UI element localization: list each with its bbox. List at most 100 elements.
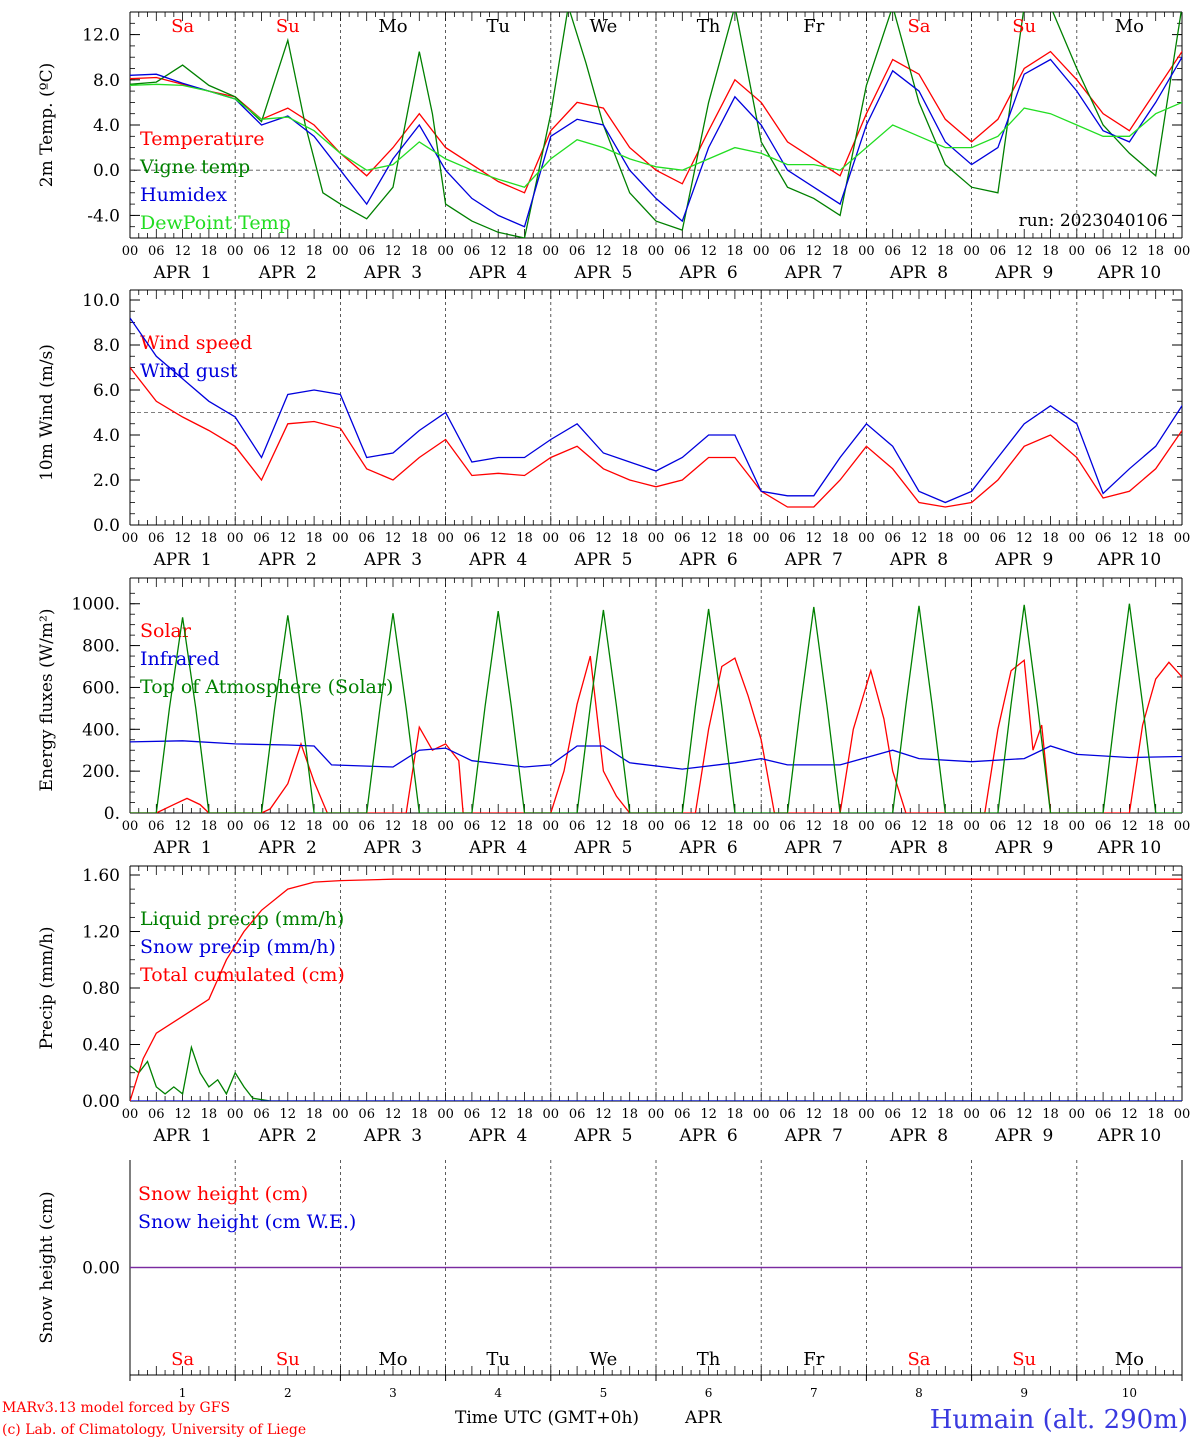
date-label: APR 3 (363, 1126, 422, 1146)
series-line-humidex (130, 56, 1182, 228)
hour-tick-label: 12 (806, 1107, 823, 1122)
hour-tick-label: 12 (911, 531, 928, 546)
hour-tick-label: 00 (332, 531, 349, 546)
legend-entry: Solar (140, 620, 192, 642)
hour-tick-label: 00 (648, 1107, 665, 1122)
station-name: Humain (alt. 290m) (930, 1405, 1188, 1435)
hour-tick-label: 18 (306, 819, 323, 834)
hour-tick-label: 12 (385, 244, 402, 259)
hour-tick-label: 06 (358, 244, 375, 259)
date-label: APR 8 (889, 838, 948, 858)
hour-tick-label: 06 (884, 1107, 901, 1122)
y-tick-label: 0.80 (82, 979, 120, 999)
hour-tick-label: 00 (963, 531, 980, 546)
panel-5: 0.00 Snow height (cm) Snow height (cm) Snow… (37, 1160, 1183, 1400)
hour-tick-label: 00 (753, 531, 770, 546)
date-label: APR 5 (573, 550, 632, 570)
day-name: Sa (907, 16, 930, 37)
date-label: APR 8 (889, 263, 948, 283)
series-line-wind-speed (130, 367, 1182, 508)
hour-tick-label: 06 (358, 819, 375, 834)
hour-tick-label: 00 (648, 819, 665, 834)
y-tick-label: -4.0 (87, 206, 120, 226)
y-tick-label: 0.00 (82, 1092, 120, 1112)
hour-tick-label: 12 (700, 819, 717, 834)
day-name: Su (1012, 1349, 1036, 1370)
y-tick-label: 0.00 (82, 1259, 120, 1279)
hour-tick-label: 12 (280, 244, 297, 259)
hour-tick-label: 18 (1042, 819, 1059, 834)
hour-tick-label: 06 (148, 819, 165, 834)
date-label: APR 5 (573, 1126, 632, 1146)
hour-tick-label: 00 (543, 244, 560, 259)
hour-tick-label: 06 (884, 244, 901, 259)
date-label: APR 10 (1097, 263, 1162, 283)
date-label: APR 6 (679, 550, 738, 570)
day-number: 7 (810, 1386, 818, 1400)
day-name: Tu (486, 1349, 510, 1370)
hour-tick-label: 12 (490, 244, 507, 259)
hour-tick-label: 00 (1174, 531, 1191, 546)
y-tick-label: 0.40 (82, 1036, 120, 1056)
hour-tick-label: 18 (727, 531, 744, 546)
hour-tick-label: 18 (937, 1107, 954, 1122)
hour-tick-label: 18 (1147, 1107, 1164, 1122)
hour-tick-label: 06 (253, 244, 270, 259)
legend-entry: Top of Atmosphere (Solar) (140, 676, 393, 698)
date-label: APR 7 (784, 1126, 843, 1146)
lab-credit: (c) Lab. of Climatology, University of L… (2, 1422, 306, 1438)
hour-tick-label: 18 (727, 1107, 744, 1122)
hour-tick-label: 12 (490, 531, 507, 546)
hour-tick-label: 06 (779, 1107, 796, 1122)
hour-tick-label: 18 (621, 819, 638, 834)
hour-tick-label: 12 (911, 244, 928, 259)
hour-tick-label: 06 (674, 244, 691, 259)
y-tick-label: 0. (104, 804, 120, 824)
hour-tick-label: 18 (1042, 244, 1059, 259)
panel-1: 12.0 8.0 4.0 0.0 -4.0 2m Temp. (ºC) Temperatur… (37, 11, 1190, 283)
hour-tick-label: 06 (253, 819, 270, 834)
x-axis-label: Time UTC (GMT+0h) (455, 1408, 639, 1428)
hour-tick-label: 00 (1069, 531, 1086, 546)
hour-tick-label: 12 (806, 244, 823, 259)
hour-tick-label: 06 (569, 244, 586, 259)
legend-entry: Humidex (140, 184, 227, 206)
hour-tick-label: 06 (148, 244, 165, 259)
hour-tick-label: 06 (674, 531, 691, 546)
hour-tick-label: 06 (779, 531, 796, 546)
legend-entry: Wind speed (140, 332, 252, 354)
y-axis-label: Energy fluxes (W/m²) (37, 609, 57, 792)
hour-tick-label: 18 (937, 244, 954, 259)
series-line-vigne-temp (130, 12, 1182, 238)
series-line-top-of-atmosphere-solar- (130, 603, 1182, 813)
hour-tick-label: 00 (122, 531, 139, 546)
day-number: 1 (179, 1386, 187, 1400)
hour-tick-label: 12 (174, 244, 191, 259)
date-label: APR 2 (258, 1126, 317, 1146)
date-label: APR 9 (994, 550, 1053, 570)
legend-entry: Snow height (cm) (138, 1183, 308, 1205)
legend-entry: Total cumulated (cm) (140, 964, 345, 986)
y-tick-label: 1.20 (82, 923, 120, 943)
hour-tick-label: 00 (963, 1107, 980, 1122)
series-line-wind-gust (130, 317, 1182, 504)
hour-tick-label: 00 (963, 819, 980, 834)
hour-tick-label: 12 (1121, 819, 1138, 834)
day-name: Su (1012, 16, 1036, 37)
y-tick-label: 8.0 (93, 336, 120, 356)
hour-tick-label: 18 (621, 244, 638, 259)
hour-tick-label: 00 (122, 244, 139, 259)
date-label: APR 2 (258, 838, 317, 858)
hour-tick-label: 18 (832, 819, 849, 834)
hour-tick-label: 06 (990, 244, 1007, 259)
hour-tick-label: 12 (700, 1107, 717, 1122)
day-name: Mo (378, 1349, 407, 1370)
hour-tick-label: 12 (280, 1107, 297, 1122)
hour-tick-label: 12 (174, 1107, 191, 1122)
hour-tick-label: 12 (700, 244, 717, 259)
date-label: APR 7 (784, 263, 843, 283)
hour-tick-label: 06 (884, 531, 901, 546)
hour-tick-label: 12 (490, 819, 507, 834)
date-label: APR 2 (258, 263, 317, 283)
